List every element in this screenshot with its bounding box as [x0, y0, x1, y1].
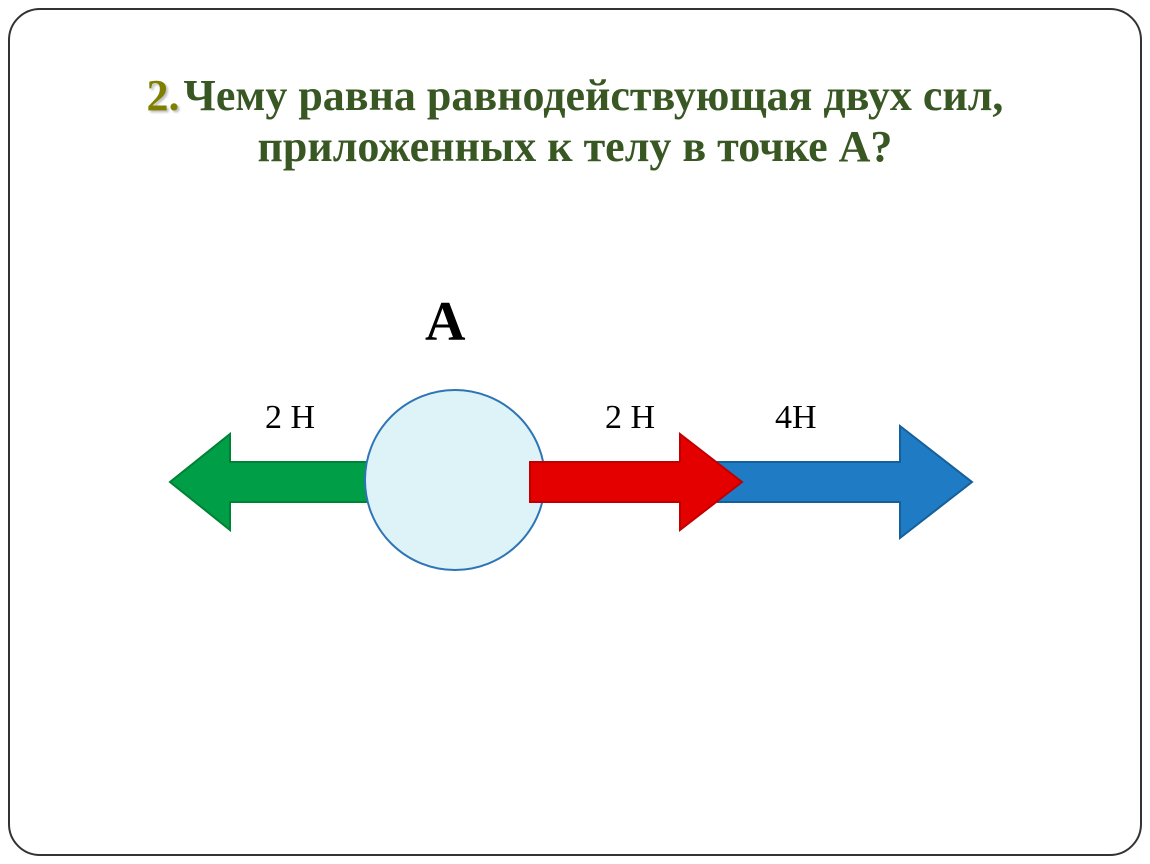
- question-text-line1: Чему равна равнодействующая двух сил,: [184, 71, 1004, 120]
- point-a-label: А: [425, 300, 466, 353]
- left-force-arrow: [170, 434, 390, 530]
- force-diagram: А 2 Н 2 Н 4Н: [0, 300, 1150, 700]
- right-blue-force-label: 4Н: [775, 399, 817, 436]
- question-number: 2.: [147, 71, 180, 120]
- question-text-line2: приложенных к телу в точке А?: [258, 122, 893, 171]
- point-a-circle: [365, 390, 545, 570]
- right-red-force-label: 2 Н: [605, 399, 655, 436]
- left-force-label: 2 Н: [265, 399, 315, 436]
- question-title: 2. Чему равна равнодействующая двух сил,…: [40, 70, 1110, 172]
- diagram-svg: А 2 Н 2 Н 4Н: [0, 300, 1150, 800]
- right-red-force-arrow: [530, 434, 742, 530]
